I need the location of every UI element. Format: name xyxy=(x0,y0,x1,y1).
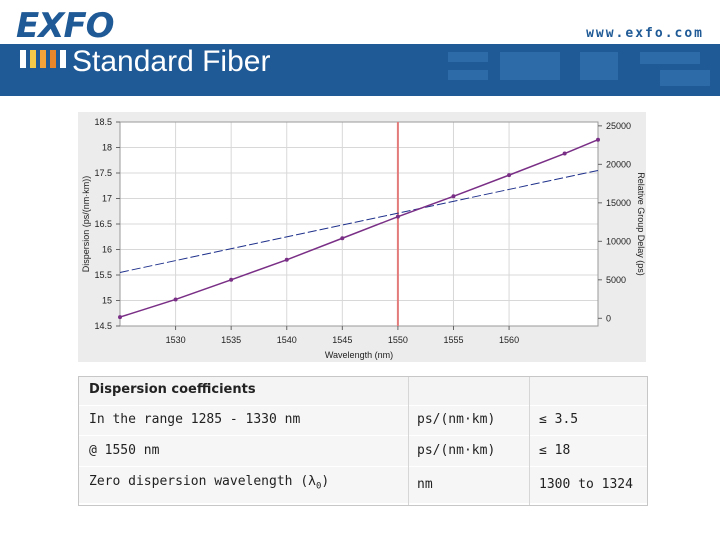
y-tick-label: 14.5 xyxy=(94,321,112,331)
y-tick-label: 17.5 xyxy=(94,168,112,178)
banner-decoration xyxy=(580,52,618,80)
y-tick-label: 16.5 xyxy=(94,219,112,229)
y-tick-label: 17 xyxy=(102,194,112,204)
banner-decoration xyxy=(448,52,488,62)
row-value: ≤ 18 xyxy=(539,443,571,458)
x-tick-label: 1530 xyxy=(166,335,186,345)
x-tick-label: 1550 xyxy=(388,335,408,345)
row-label: Zero dispersion wavelength (λ0) xyxy=(89,474,329,495)
y-tick-label: 18.5 xyxy=(94,117,112,127)
y2-tick-label: 0 xyxy=(606,313,611,323)
title-banner xyxy=(0,44,720,96)
delay-series-point xyxy=(507,173,512,178)
table-row xyxy=(79,467,647,503)
delay-series-point xyxy=(395,214,400,219)
row-value: ≤ 3.5 xyxy=(539,412,579,427)
logo-bars-icon xyxy=(20,50,66,68)
delay-series-point xyxy=(173,297,178,302)
x-tick-label: 1545 xyxy=(332,335,352,345)
chart-grid xyxy=(119,121,599,327)
delay-series-point xyxy=(284,257,289,262)
delay-series-point xyxy=(596,137,600,142)
y2-tick-label: 10000 xyxy=(606,236,631,246)
row-label: In the range 1285 - 1330 nm xyxy=(89,412,301,427)
row-unit: ps/(nm·km) xyxy=(417,412,496,427)
row-unit: ps/(nm·km) xyxy=(417,443,496,458)
dispersion-coefficients-table: Dispersion coefficients In the range 128… xyxy=(78,376,648,506)
table-header-row xyxy=(79,377,647,405)
y2-axis-label: Relative Group Delay (ps) xyxy=(636,172,646,276)
dispersion-chart: 1530 1535 1540 1545 1550 1555 1560 14.5 15 15.5 16… xyxy=(78,112,646,362)
table-row xyxy=(79,405,647,435)
row-label-text: Zero dispersion wavelength (λ xyxy=(89,474,316,489)
dispersion-series-line xyxy=(119,169,599,273)
chart-ticks: 1530 1535 1540 1545 1550 1555 1560 14.5 15 15.5 16… xyxy=(94,117,631,345)
y2-tick-label: 20000 xyxy=(606,159,631,169)
chart-marks xyxy=(118,122,600,326)
delay-series-point xyxy=(562,151,567,156)
table-title: Dispersion coefficients xyxy=(89,382,256,397)
table-row xyxy=(79,436,647,466)
x-tick-label: 1540 xyxy=(277,335,297,345)
banner-decoration xyxy=(660,70,710,86)
website-url: www.exfo.com xyxy=(586,26,704,41)
x-axis-label: Wavelength (nm) xyxy=(325,350,393,360)
y2-tick-label: 15000 xyxy=(606,198,631,208)
y-tick-label: 16 xyxy=(102,245,112,255)
y2-tick-label: 5000 xyxy=(606,275,626,285)
row-label-subscript: 0 xyxy=(315,481,322,492)
delay-series-point xyxy=(340,236,345,241)
delay-series-point xyxy=(451,194,456,199)
y-tick-label: 18 xyxy=(102,143,112,153)
delay-series-point xyxy=(118,315,122,320)
banner-decoration xyxy=(640,52,700,64)
row-unit: nm xyxy=(417,477,433,492)
delay-series-point xyxy=(229,277,234,282)
exfo-logo: EXFO xyxy=(16,6,115,46)
y-tick-label: 15.5 xyxy=(94,270,112,280)
x-tick-label: 1560 xyxy=(499,335,519,345)
banner-decoration xyxy=(500,52,560,80)
y-tick-label: 15 xyxy=(102,296,112,306)
row-label: @ 1550 nm xyxy=(89,443,160,458)
x-tick-label: 1535 xyxy=(221,335,241,345)
y2-tick-label: 25000 xyxy=(606,121,631,131)
row-label-close: ) xyxy=(321,474,330,489)
row-value: 1300 to 1324 xyxy=(539,477,633,492)
x-tick-label: 1555 xyxy=(443,335,463,345)
banner-decoration xyxy=(448,70,488,80)
page-title: Standard Fiber xyxy=(72,45,271,78)
delay-series-line xyxy=(119,139,599,318)
y-axis-label: Dispersion (ps/(nm·km)) xyxy=(81,176,91,273)
